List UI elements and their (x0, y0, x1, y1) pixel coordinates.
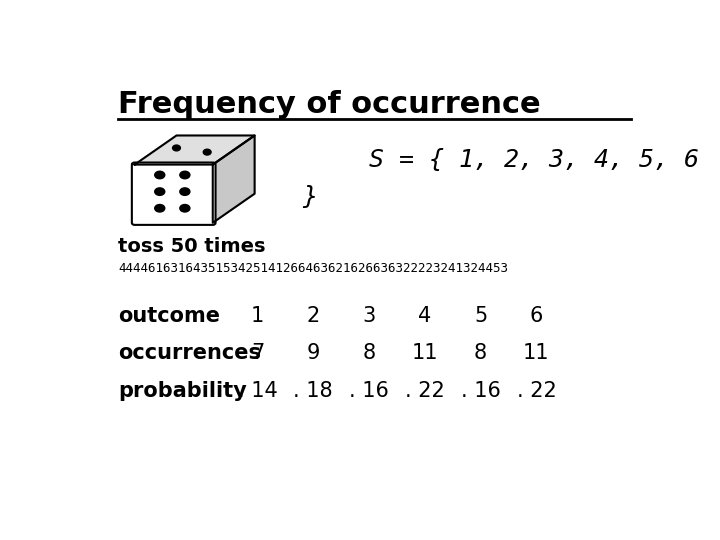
Circle shape (180, 188, 190, 195)
FancyBboxPatch shape (132, 163, 215, 225)
Text: 6: 6 (530, 306, 543, 326)
Text: . 22: . 22 (405, 381, 445, 401)
Text: }: } (302, 185, 317, 210)
Circle shape (180, 205, 190, 212)
Text: probability: probability (118, 381, 247, 401)
Polygon shape (135, 136, 255, 165)
Text: 11: 11 (412, 343, 438, 363)
Text: . 14: . 14 (238, 381, 277, 401)
Text: 5: 5 (474, 306, 487, 326)
Text: . 16: . 16 (461, 381, 500, 401)
Circle shape (203, 149, 211, 155)
Text: 1: 1 (251, 306, 264, 326)
Text: . 18: . 18 (293, 381, 333, 401)
Text: 8: 8 (474, 343, 487, 363)
Text: toss 50 times: toss 50 times (118, 238, 266, 256)
Circle shape (173, 145, 181, 151)
Text: 4444616316435153425141266463621626636322223241324453: 4444616316435153425141266463621626636322… (118, 262, 508, 275)
Text: 11: 11 (523, 343, 549, 363)
Circle shape (155, 171, 165, 179)
Text: 9: 9 (307, 343, 320, 363)
Text: 8: 8 (362, 343, 376, 363)
Text: S = { 1, 2, 3, 4, 5, 6: S = { 1, 2, 3, 4, 5, 6 (369, 148, 699, 172)
Text: Frequency of occurrence: Frequency of occurrence (118, 90, 541, 119)
Text: . 16: . 16 (349, 381, 389, 401)
Polygon shape (213, 136, 255, 223)
Text: 4: 4 (418, 306, 431, 326)
Text: 3: 3 (362, 306, 376, 326)
Circle shape (155, 188, 165, 195)
Text: . 22: . 22 (516, 381, 557, 401)
Text: 2: 2 (307, 306, 320, 326)
Text: 7: 7 (251, 343, 264, 363)
Text: occurrences: occurrences (118, 343, 261, 363)
Text: outcome: outcome (118, 306, 220, 326)
Circle shape (180, 171, 190, 179)
Circle shape (155, 205, 165, 212)
